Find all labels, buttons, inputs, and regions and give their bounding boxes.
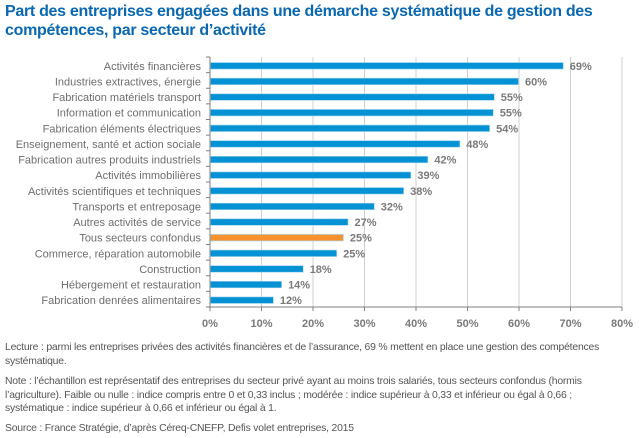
bar: [210, 156, 429, 164]
data-label: 55%: [500, 108, 522, 120]
bars: [210, 62, 564, 304]
methodology-note: Note : l’échantillon est représentatif d…: [5, 376, 582, 414]
reading-note: Lecture : parmi les entreprises privées …: [5, 342, 600, 367]
data-label: 69%: [570, 61, 592, 73]
x-tick-label: 80%: [611, 318, 633, 330]
category-label: Construction: [139, 264, 201, 276]
x-tick-label: 10%: [250, 318, 272, 330]
data-label: 48%: [466, 139, 488, 151]
category-label: Activités scientifiques et techniques: [28, 186, 202, 198]
data-label: 14%: [288, 280, 310, 292]
bar: [210, 140, 461, 148]
chart-title: Part des entreprises engagées dans une d…: [5, 3, 593, 39]
category-label: Industries extractives, énergie: [55, 76, 201, 88]
category-label: Tous secteurs confondus: [79, 233, 201, 245]
bar: [210, 296, 274, 304]
bar: [210, 187, 404, 195]
x-tick-label: 70%: [559, 318, 581, 330]
labels: 0% 10% 20% 30% 40% 50% 60% 70% 80% Activités fina…: [16, 61, 634, 330]
data-label: 27%: [355, 217, 377, 229]
bar: [210, 109, 494, 117]
category-label: Transports et entreposage: [72, 201, 201, 213]
category-label: Commerce, réparation automobile: [35, 248, 201, 260]
category-label: Information et communication: [57, 108, 201, 120]
bar: [210, 77, 519, 85]
category-label: Activités immobilières: [95, 170, 201, 182]
data-label: 54%: [496, 123, 518, 135]
category-label: Activités financières: [104, 61, 202, 73]
category-label: Fabrication denrées alimentaires: [41, 295, 201, 307]
bar: [210, 62, 564, 70]
data-label: 60%: [525, 76, 547, 88]
data-label: 32%: [381, 201, 403, 213]
data-label: 55%: [501, 92, 523, 104]
data-label: 39%: [417, 170, 439, 182]
category-label: Fabrication autres produits industriels: [18, 155, 201, 167]
bar: [210, 218, 349, 226]
data-label: 25%: [350, 233, 372, 245]
x-tick-label: 30%: [353, 318, 375, 330]
category-label: Autres activités de service: [73, 217, 201, 229]
data-label: 38%: [410, 186, 432, 198]
category-label: Fabrication matériels transport: [52, 92, 201, 104]
x-tick-label: 40%: [405, 318, 427, 330]
data-label: 18%: [310, 264, 332, 276]
bar: [210, 171, 412, 179]
axes: [206, 56, 623, 311]
source-note: Source : France Stratégie, d’après Céreq…: [5, 423, 354, 434]
bar: [210, 124, 490, 132]
bar: [210, 93, 495, 101]
bar-chart: 0% 10% 20% 30% 40% 50% 60% 70% 80% Activités fina…: [16, 56, 634, 330]
bar: [210, 265, 304, 273]
bar: [210, 249, 337, 257]
category-label: Enseignement, santé et action sociale: [16, 139, 201, 151]
x-tick-label: 20%: [302, 318, 324, 330]
x-tick-label: 0%: [202, 318, 218, 330]
data-label: 25%: [343, 248, 365, 260]
x-tick-label: 50%: [456, 318, 478, 330]
bar: [210, 202, 375, 210]
category-label: Fabrication éléments électriques: [43, 123, 202, 135]
category-label: Hébergement et restauration: [61, 280, 201, 292]
x-tick-label: 60%: [508, 318, 530, 330]
bar: [210, 281, 282, 289]
data-label: 12%: [280, 295, 302, 307]
bar: [210, 234, 344, 242]
data-label: 42%: [434, 155, 456, 167]
